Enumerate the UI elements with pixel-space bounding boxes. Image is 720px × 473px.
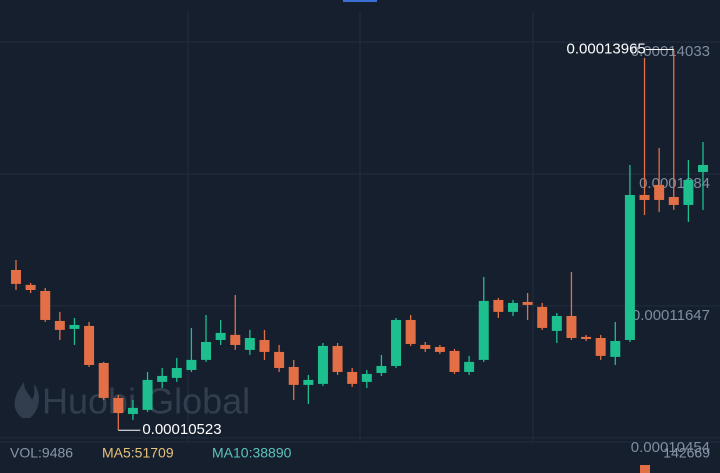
- candle-body: [69, 324, 80, 329]
- candle-body: [303, 379, 314, 385]
- y-tick-label: 0.00010454: [631, 439, 710, 456]
- candle-body: [668, 196, 679, 205]
- candle-body: [361, 373, 372, 382]
- candle-body: [171, 367, 182, 378]
- candle-body: [40, 290, 51, 320]
- tab-indicator: [343, 0, 377, 2]
- candle-body: [537, 306, 548, 328]
- candle-body: [274, 351, 285, 368]
- candle-body: [566, 315, 577, 338]
- volume-bar: [640, 465, 650, 473]
- candle-body: [595, 337, 606, 356]
- candle-body: [201, 341, 212, 360]
- candle-body: [25, 284, 36, 290]
- candle-body: [698, 165, 708, 172]
- ma10-label: MA10:38890: [212, 445, 292, 461]
- min-label: 0.00010523: [142, 421, 221, 438]
- candle-body: [376, 365, 387, 373]
- candle-body: [244, 337, 255, 350]
- candle-body: [98, 362, 109, 398]
- candle-body: [639, 194, 650, 200]
- volume-axis-label: 142669: [663, 445, 710, 461]
- candle-body: [507, 302, 518, 312]
- candle-body: [230, 334, 241, 345]
- candle-body: [683, 179, 694, 205]
- candle-body: [449, 350, 460, 372]
- candle-body: [391, 319, 402, 366]
- candle-body: [186, 359, 197, 370]
- candle-body: [288, 366, 299, 385]
- candle-body: [259, 339, 270, 352]
- candle-body: [581, 336, 592, 339]
- candle-body: [624, 194, 635, 340]
- y-tick-label: 0.0001284: [639, 175, 710, 192]
- watermark-logo: [14, 382, 39, 418]
- max-label: 0.00013965: [567, 41, 646, 58]
- y-tick-label: 0.00014033: [631, 43, 710, 60]
- volume-label: VOL:9486: [10, 445, 73, 461]
- candle-body: [11, 269, 21, 284]
- candle-body: [522, 301, 533, 305]
- candle-body: [332, 345, 343, 372]
- candle-body: [84, 325, 95, 365]
- candle-body: [493, 299, 504, 312]
- candle-body: [113, 397, 124, 413]
- candle-body: [405, 319, 416, 344]
- candle-body: [127, 407, 138, 414]
- ma5-label: MA5:51709: [102, 445, 174, 461]
- candle-body: [478, 300, 489, 360]
- y-tick-label: 0.00011647: [632, 307, 710, 324]
- candle-body: [654, 184, 665, 200]
- candle-body: [551, 315, 562, 331]
- candle-body: [464, 361, 475, 372]
- candle-body: [157, 375, 168, 382]
- candle-body: [215, 332, 226, 340]
- candle-body: [434, 346, 445, 352]
- candle-body: [347, 371, 358, 384]
- candle-body: [54, 320, 65, 330]
- candle-body: [420, 344, 431, 349]
- candle-body: [142, 379, 153, 410]
- candle-body: [317, 345, 328, 384]
- candle-body: [610, 340, 621, 357]
